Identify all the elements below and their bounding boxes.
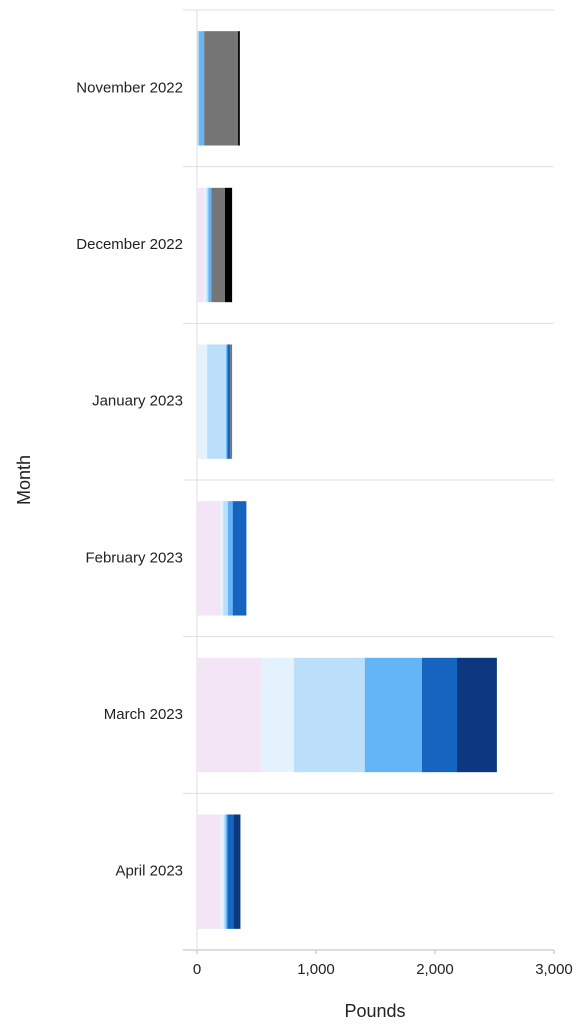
bar-segment [208,187,212,303]
x-tick-label: 1,000 [297,961,335,978]
y-tick-label: April 2023 [115,863,183,880]
bar-segment [197,31,199,146]
bar-segment [261,657,294,773]
bar-segment [230,344,233,459]
y-tick-label: March 2023 [104,706,183,723]
bar-segment [227,501,233,616]
y-tick-label: February 2023 [85,549,183,566]
bar-segment [421,657,458,773]
bar-segment [226,344,228,459]
bar-segment [197,657,262,773]
bar-segment [220,501,224,616]
bar-segment [197,187,204,303]
y-tick-label: January 2023 [92,393,183,410]
bar-segment [197,501,221,616]
bar-segment [227,344,231,459]
bar-segment [211,187,225,303]
x-tick-label: 0 [193,961,201,978]
bar-segment [204,31,239,146]
bar-segment [206,187,209,303]
bar-segment [457,657,497,773]
y-tick-label: December 2022 [76,236,183,253]
bar-segment [223,501,228,616]
x-axis-title: Pounds [344,1001,405,1021]
x-tick-label: 2,000 [416,961,454,978]
bar-segment [364,657,422,773]
y-tick-label: November 2022 [76,79,183,96]
x-tick-label: 3,000 [535,961,573,978]
y-axis-title: Month [14,455,34,505]
bar-segment [198,31,205,146]
bar-segment [225,814,228,929]
bar-segment [227,814,234,929]
bar-segment [223,814,226,929]
bar-segment [207,344,227,459]
bar-segment [220,814,224,929]
bar-segment [238,31,240,146]
bar-segment [232,501,247,616]
bar-segment [197,814,221,929]
bar-segment [233,814,241,929]
bar-segment [293,657,365,773]
bar-segment [203,187,207,303]
bar-segment [197,344,208,459]
bar-segment [224,187,233,303]
